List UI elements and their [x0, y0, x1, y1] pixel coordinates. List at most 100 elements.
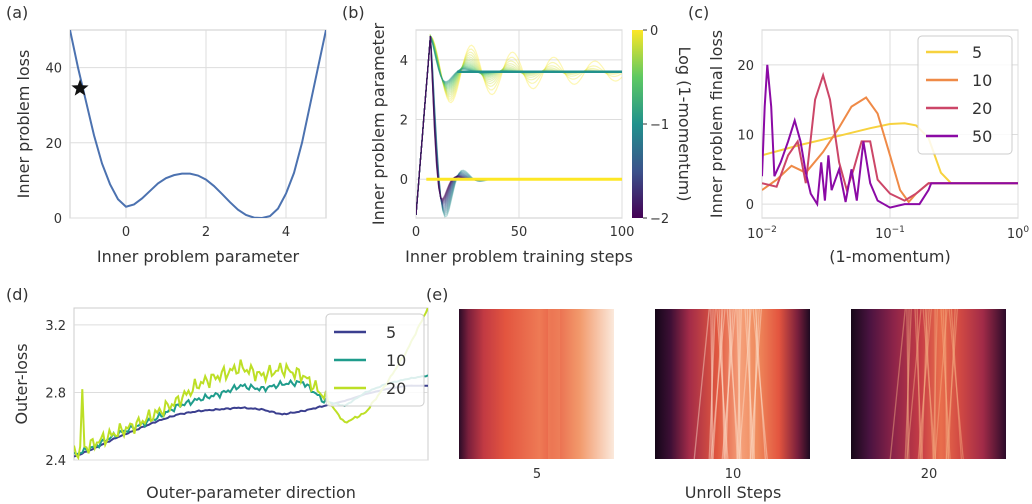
- panel-c-ticks: 10−2 10−1 100 0 10 20: [737, 59, 1029, 242]
- panel-a-loss-curve: [70, 30, 326, 218]
- panel-c: (c) 10−2 10−1 100 0 10 20 (1-momentum) Inner …: [688, 3, 1029, 266]
- panel-a-ytick: 0: [54, 212, 62, 227]
- panel-c-series-5: [762, 122, 1018, 185]
- panel-d-legend-label-10: 10: [386, 351, 406, 370]
- panel-a-plot-area: [69, 29, 327, 219]
- panel-d-ytick: 2.8: [45, 386, 66, 401]
- panel-a-grid: [70, 30, 326, 219]
- heatmap-streak: [947, 308, 956, 460]
- heatmap-streak: [906, 308, 910, 460]
- heatmap-streak: [718, 308, 727, 460]
- heatmap-streak: [728, 308, 738, 460]
- panel-c-series-10: [762, 96, 1018, 204]
- heatmap-5-band: [548, 309, 560, 459]
- panel-a-ylabel: Inner problem loss: [14, 50, 33, 199]
- panel-b-colorbar-label: Log (1-momentum): [675, 46, 694, 201]
- heatmap-streak: [906, 308, 910, 460]
- heatmap-streak: [940, 308, 951, 460]
- panel-b-ylabel: Inner problem parameter: [369, 22, 388, 225]
- panel-c-legend-label-10: 10: [972, 71, 992, 90]
- panel-d-legend: 5 10 20: [325, 313, 425, 407]
- panel-d-xlabel: Outer-parameter direction: [146, 483, 356, 502]
- panel-c-legend-label-20: 20: [972, 99, 992, 118]
- heatmap-streak: [716, 308, 729, 460]
- heatmap-streak: [919, 308, 930, 460]
- panel-b-colorbar-tick: −2: [650, 212, 669, 227]
- panel-e-xlabel: Unroll Steps: [685, 483, 782, 502]
- heatmap-streak: [753, 308, 758, 460]
- heatmap-20: [851, 308, 1006, 460]
- heatmap-streak: [736, 308, 742, 460]
- panel-a-star-marker: [71, 79, 89, 96]
- heatmap-streak: [710, 308, 726, 460]
- heatmap-streak: [736, 308, 742, 460]
- panel-d-ticks: 2.4 2.8 3.2: [45, 319, 66, 469]
- panel-a-ytick: 40: [45, 62, 62, 77]
- panel-d: (d) 2.42.83.2 Outer-parameter direction …: [6, 285, 429, 502]
- panel-b-ytick: 2: [400, 114, 408, 129]
- heatmap-streak: [906, 308, 922, 460]
- heatmap-streak: [726, 308, 740, 460]
- heatmap-streak: [945, 308, 958, 460]
- heatmap-streak: [934, 308, 948, 460]
- heatmap-streak: [712, 308, 724, 460]
- panel-c-legend-box: [917, 35, 1013, 155]
- panel-b: (b) 0 50 100 0 2 4 Inner problem training ste…: [342, 3, 694, 266]
- panel-a-xlabel: Inner problem parameter: [97, 247, 300, 266]
- panel-c-ylabel: Inner problem final loss: [707, 30, 726, 218]
- panel-b-trajectory: [416, 34, 622, 216]
- panel-c-legend: 5 10 20 50: [917, 35, 1013, 155]
- panel-b-trajectory: [416, 34, 622, 216]
- heatmap-streak: [914, 308, 923, 460]
- heatmap-20-texture: [889, 308, 964, 460]
- panel-a-curve: [70, 30, 326, 218]
- panel-d-tag: (d): [6, 285, 29, 304]
- heatmap-streak: [944, 308, 948, 460]
- heatmap-5: [459, 309, 614, 459]
- heatmap-streak: [752, 308, 768, 460]
- panel-e: (e) 5 10 20 Unroll Steps: [426, 285, 1006, 502]
- panel-e-tag: (e): [426, 285, 448, 304]
- heatmap-streak: [921, 308, 928, 460]
- panel-b-tag: (b): [342, 3, 365, 22]
- heatmap-streak: [693, 308, 710, 460]
- panel-b-xtick: 0: [412, 225, 420, 240]
- panel-b-xlabel: Inner problem training steps: [405, 247, 633, 266]
- panel-a-xtick: 4: [282, 225, 290, 240]
- heatmap-streak: [708, 308, 716, 460]
- panel-d-ylabel: Outer-loss: [12, 343, 31, 424]
- panel-c-xtick: 10−1: [875, 225, 905, 242]
- heatmap-streak: [749, 308, 762, 460]
- heatmap-streak: [948, 308, 964, 460]
- heatmap-streak: [942, 308, 949, 460]
- heatmap-streak: [924, 308, 934, 460]
- heatmap-streak: [725, 308, 732, 460]
- panel-c-xlabel: (1-momentum): [829, 247, 950, 266]
- panel-a-xtick: 2: [202, 225, 210, 240]
- panel-b-trajectories: [416, 33, 622, 218]
- panel-a-xtick: 0: [122, 225, 130, 240]
- panel-d-series-20: [74, 308, 428, 460]
- panel-a-tag: (a): [6, 3, 28, 22]
- heatmap-20-fill: [851, 309, 1006, 459]
- panel-d-ytick: 3.2: [45, 319, 66, 334]
- panel-b-trajectory: [416, 34, 622, 216]
- heatmap-10: [655, 308, 810, 460]
- heatmap-5-fill: [459, 309, 614, 459]
- heatmap-10-fill: [655, 309, 810, 459]
- heatmap-streak: [738, 308, 752, 460]
- panel-c-series-50: [762, 64, 1018, 209]
- heatmap-5-label: 5: [533, 467, 541, 482]
- heatmap-streak: [932, 308, 938, 460]
- heatmap-streak: [710, 308, 714, 460]
- panel-d-ytick: 2.4: [45, 454, 66, 469]
- panel-d-legend-label-20: 20: [386, 379, 406, 398]
- heatmap-streak: [916, 308, 921, 460]
- heatmap-streak: [922, 308, 936, 460]
- heatmap-streak: [744, 308, 755, 460]
- heatmap-streak: [904, 308, 912, 460]
- panel-b-colorbar: [632, 30, 643, 218]
